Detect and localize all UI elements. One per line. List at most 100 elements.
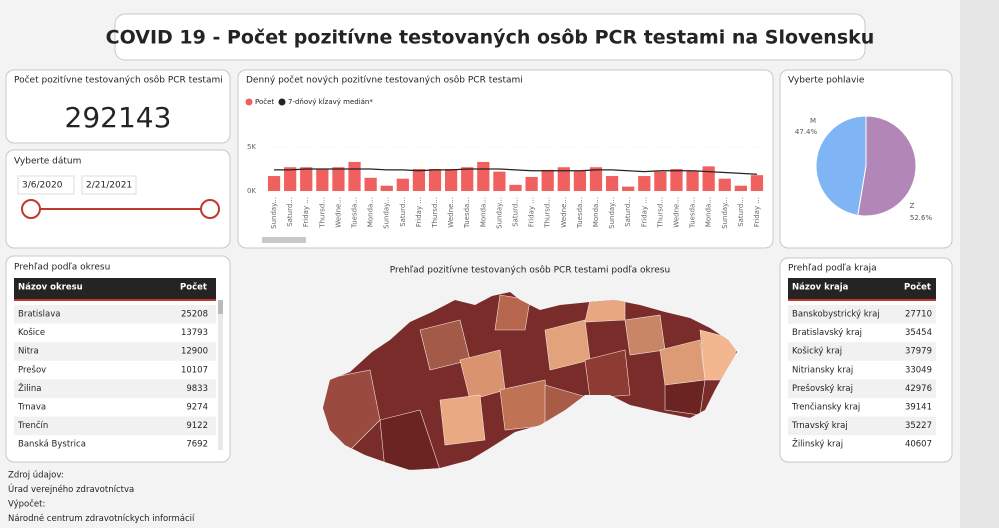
table-title: Prehľad podľa okresu — [14, 263, 110, 273]
bar — [332, 167, 345, 191]
x-tick-label: Saturd... — [286, 197, 294, 227]
bar — [702, 166, 715, 191]
cell: 39141 — [905, 403, 932, 413]
cell: Trenčín — [17, 420, 48, 431]
scrollbar[interactable] — [262, 237, 306, 243]
x-tick-label: Sunday... — [721, 197, 729, 229]
bar — [622, 186, 635, 191]
cell: 9274 — [186, 403, 208, 413]
scroll-thumb[interactable] — [218, 300, 223, 314]
x-tick-label: Monda... — [479, 197, 487, 227]
row-band — [788, 416, 936, 436]
bar — [525, 176, 538, 191]
column-header: Názov kraja — [792, 283, 849, 293]
cell: Žilinský kraj — [792, 438, 843, 450]
pie-slice[interactable] — [815, 115, 867, 216]
bar — [750, 175, 764, 191]
x-tick-label: Wedne... — [447, 197, 455, 228]
cell: Banská Bystrica — [18, 440, 86, 450]
bar — [509, 184, 522, 191]
card-title: Počet pozitívne testovaných osôb PCR tes… — [14, 75, 223, 86]
scrollbar[interactable] — [218, 300, 223, 450]
x-tick-label: Friday ... — [640, 197, 648, 227]
cell: 40607 — [905, 440, 932, 450]
slider-handle[interactable] — [200, 199, 220, 219]
slice-label: Z — [910, 202, 915, 210]
legend-label: 7-dňový kĺzavý medián* — [288, 97, 373, 106]
cell: Nitra — [18, 347, 39, 357]
cell: Prešovský kraj — [792, 383, 853, 394]
dashboard-title: COVID 19 - Počet pozitívne testovaných o… — [106, 27, 875, 49]
bar — [734, 185, 747, 191]
bar — [557, 167, 570, 191]
bar — [573, 170, 587, 191]
footer-line: Úrad verejného zdravotníctva — [8, 483, 134, 495]
x-tick-label: Monda... — [705, 197, 713, 227]
footer-line: Výpočet: — [8, 499, 45, 510]
column-header: Počet — [904, 282, 931, 293]
card-panel — [5, 69, 231, 144]
row-band — [14, 416, 216, 436]
cell: 9122 — [186, 421, 208, 431]
footer-line: Národné centrum zdravotníckych informáci… — [8, 513, 195, 524]
bar — [300, 167, 313, 191]
bar — [396, 178, 409, 191]
x-tick-label: Thursd... — [656, 197, 664, 229]
cell: 7692 — [186, 440, 208, 450]
slicer-panel — [5, 149, 231, 249]
cell: Trnavský kraj — [791, 421, 848, 431]
cell: Bratislavský kraj — [792, 328, 862, 338]
slider-handle[interactable] — [21, 199, 41, 219]
bar — [670, 169, 683, 191]
x-tick-label: Tuesda... — [463, 197, 471, 229]
title-box — [114, 13, 866, 61]
cell: 27710 — [905, 310, 932, 320]
bar — [348, 161, 361, 191]
bar — [316, 169, 329, 191]
footer-line: Zdroj údajov: — [8, 471, 64, 481]
cell: Košice — [18, 327, 45, 338]
median-line — [274, 168, 757, 175]
x-tick-label: Thursd... — [318, 197, 326, 229]
y-tick-label: 5K — [247, 143, 256, 151]
x-tick-label: Thursd... — [544, 197, 552, 229]
bar — [686, 170, 699, 191]
start-date: 3/6/2020 — [22, 181, 63, 191]
pie-slice[interactable] — [857, 115, 917, 217]
bar — [589, 167, 603, 191]
cell: 42976 — [905, 384, 932, 394]
chart-title: Vyberte pohlavie — [788, 76, 865, 86]
chart-title: Denný počet nových pozitívne testovaných… — [246, 75, 523, 86]
legend-marker — [278, 98, 286, 106]
row-band — [14, 305, 216, 324]
row-band — [788, 379, 936, 398]
map-title: Prehľad pozitívne testovaných osôb PCR t… — [390, 265, 670, 276]
bar-chart-panel — [237, 69, 774, 249]
bar — [267, 176, 281, 191]
x-tick-label: Wedne... — [672, 197, 680, 228]
cell: 35227 — [905, 421, 932, 431]
end-date: 2/21/2021 — [86, 181, 132, 191]
x-tick-label: Friday ... — [528, 197, 536, 227]
cell: 12900 — [181, 347, 208, 357]
column-header: Názov okresu — [18, 283, 83, 293]
cell: 25208 — [181, 310, 208, 320]
slice-value-label: 47.4% — [795, 128, 818, 136]
bar — [638, 176, 651, 191]
side-pane — [960, 0, 999, 528]
cell: Banskobystrický kraj — [792, 310, 880, 320]
bar — [444, 169, 458, 191]
bar — [412, 169, 426, 191]
cell: Trenčiansky kraj — [791, 402, 860, 413]
cell: Košický kraj — [792, 346, 842, 357]
bar — [541, 169, 554, 191]
x-tick-label: Friday ... — [302, 197, 310, 227]
date-input[interactable] — [81, 175, 137, 195]
row-band — [788, 342, 936, 361]
x-tick-label: Sunday... — [495, 197, 503, 229]
cell: 10107 — [181, 365, 208, 375]
date-input[interactable] — [17, 175, 75, 195]
table-title: Prehľad podľa kraja — [788, 264, 877, 274]
x-tick-label: Monda... — [367, 197, 375, 227]
